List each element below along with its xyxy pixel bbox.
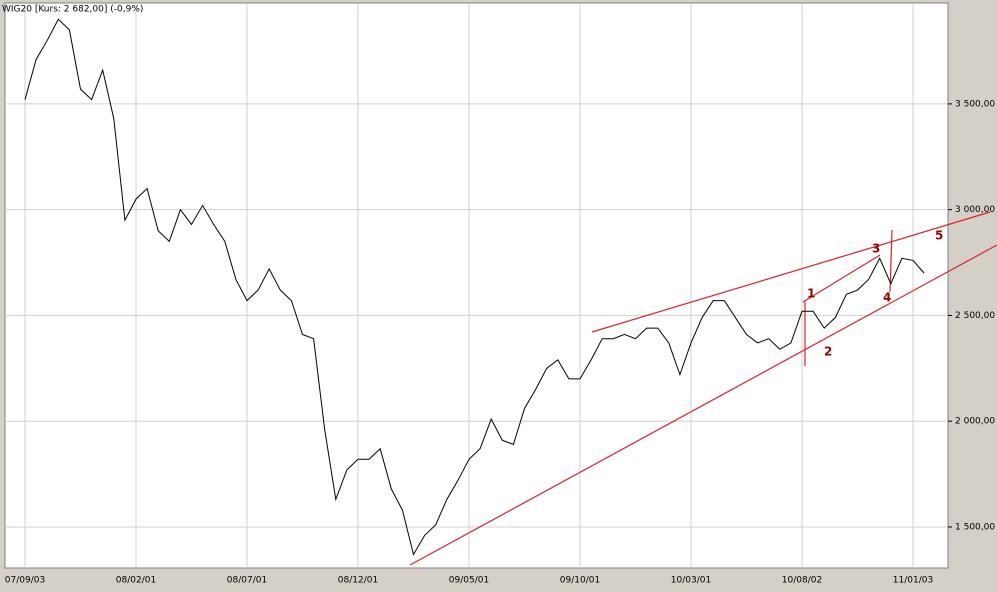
y-tick-label: 2 000,00 [955, 417, 995, 427]
trend-line [802, 254, 881, 303]
y-tick-label: 3 500,00 [955, 99, 995, 109]
x-tick-label: 08/07/01 [227, 576, 267, 586]
annotation: 5 [935, 229, 943, 243]
x-tick-label: 07/09/03 [5, 576, 45, 586]
y-tick-label: 3 000,00 [955, 205, 995, 215]
trend-line [591, 211, 991, 333]
x-tick-label: 08/12/01 [338, 576, 378, 586]
price-line [24, 18, 925, 556]
chart-title: WIG20 [Kurs: 2 682,00] (-0,9%) [2, 5, 143, 15]
trend-line [409, 244, 997, 566]
x-tick-label: 10/03/01 [671, 576, 711, 586]
y-tick-label: 1 500,00 [955, 522, 995, 532]
annotation: 2 [824, 345, 832, 359]
annotation: 4 [883, 291, 891, 305]
x-tick-label: 08/02/01 [116, 576, 156, 586]
annotation: 3 [872, 242, 880, 256]
y-tick-label: 2 500,00 [955, 311, 995, 321]
trend-lines [409, 211, 997, 566]
grid [5, 3, 948, 568]
plot-area [4, 2, 949, 569]
x-tick-label: 11/01/03 [893, 576, 933, 586]
annotation: 1 [807, 287, 815, 301]
x-tick-label: 09/10/01 [560, 576, 600, 586]
x-tick-label: 09/05/01 [449, 576, 489, 586]
x-tick-label: 10/08/02 [782, 576, 822, 586]
